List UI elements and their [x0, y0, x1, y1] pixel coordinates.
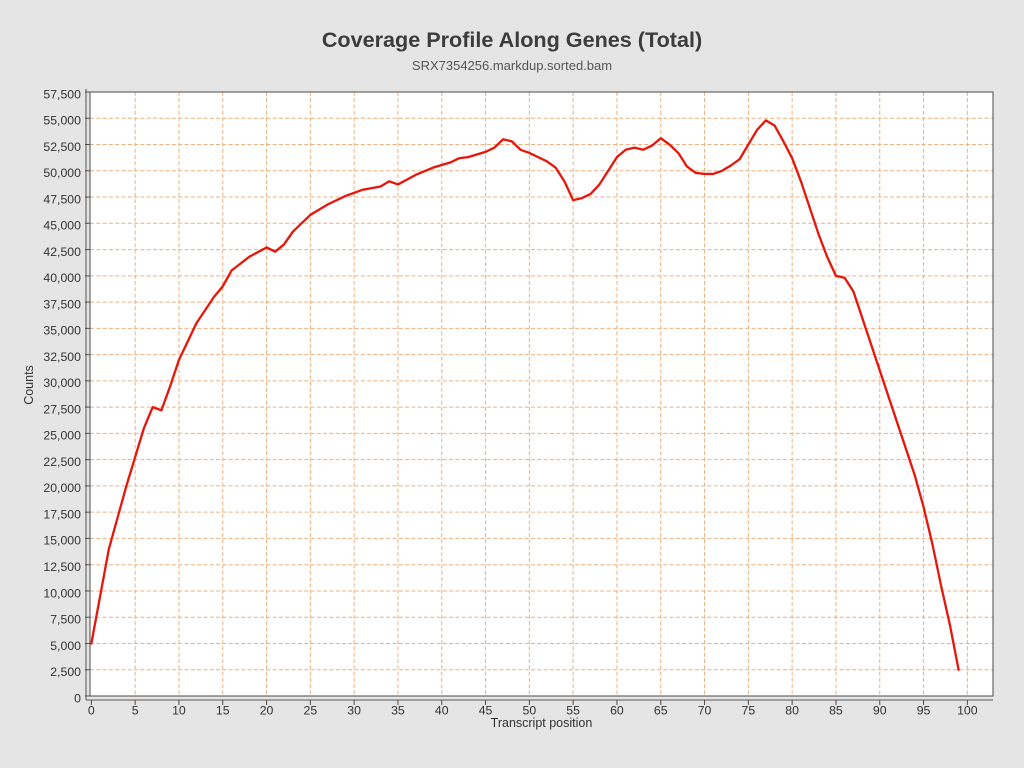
svg-text:0: 0 — [88, 704, 95, 718]
svg-text:65: 65 — [654, 704, 668, 718]
svg-text:32,500: 32,500 — [43, 350, 81, 364]
svg-text:35,000: 35,000 — [43, 324, 81, 338]
svg-text:30: 30 — [347, 704, 361, 718]
svg-text:37,500: 37,500 — [43, 297, 81, 311]
svg-text:100: 100 — [957, 704, 978, 718]
svg-text:15: 15 — [216, 704, 230, 718]
svg-text:55: 55 — [566, 704, 580, 718]
svg-text:20: 20 — [260, 704, 274, 718]
svg-text:12,500: 12,500 — [43, 560, 81, 574]
svg-text:70: 70 — [698, 704, 712, 718]
svg-text:85: 85 — [829, 704, 843, 718]
svg-text:17,500: 17,500 — [43, 507, 81, 521]
svg-text:Counts: Counts — [22, 365, 36, 405]
svg-text:55,000: 55,000 — [43, 114, 81, 128]
svg-text:10: 10 — [172, 704, 186, 718]
svg-text:42,500: 42,500 — [43, 245, 81, 259]
svg-text:25,000: 25,000 — [43, 429, 81, 443]
svg-text:90: 90 — [873, 704, 887, 718]
svg-text:27,500: 27,500 — [43, 402, 81, 416]
svg-text:22,500: 22,500 — [43, 455, 81, 469]
svg-text:20,000: 20,000 — [43, 481, 81, 495]
svg-text:40,000: 40,000 — [43, 271, 81, 285]
svg-text:15,000: 15,000 — [43, 534, 81, 548]
svg-text:75: 75 — [742, 704, 756, 718]
svg-text:47,500: 47,500 — [43, 192, 81, 206]
svg-text:57,500: 57,500 — [43, 87, 81, 101]
svg-text:80: 80 — [785, 704, 799, 718]
svg-text:25: 25 — [304, 704, 318, 718]
svg-text:5: 5 — [132, 704, 139, 718]
svg-text:60: 60 — [610, 704, 624, 718]
svg-text:45,000: 45,000 — [43, 219, 81, 233]
svg-text:40: 40 — [435, 704, 449, 718]
svg-text:50: 50 — [523, 704, 537, 718]
svg-text:35: 35 — [391, 704, 405, 718]
svg-text:5,000: 5,000 — [50, 639, 81, 653]
svg-text:50,000: 50,000 — [43, 166, 81, 180]
svg-text:0: 0 — [74, 691, 81, 705]
svg-text:10,000: 10,000 — [43, 586, 81, 600]
svg-text:45: 45 — [479, 704, 493, 718]
svg-text:52,500: 52,500 — [43, 140, 81, 154]
svg-text:30,000: 30,000 — [43, 376, 81, 390]
svg-text:7,500: 7,500 — [50, 613, 81, 627]
svg-text:2,500: 2,500 — [50, 665, 81, 679]
svg-text:95: 95 — [917, 704, 931, 718]
